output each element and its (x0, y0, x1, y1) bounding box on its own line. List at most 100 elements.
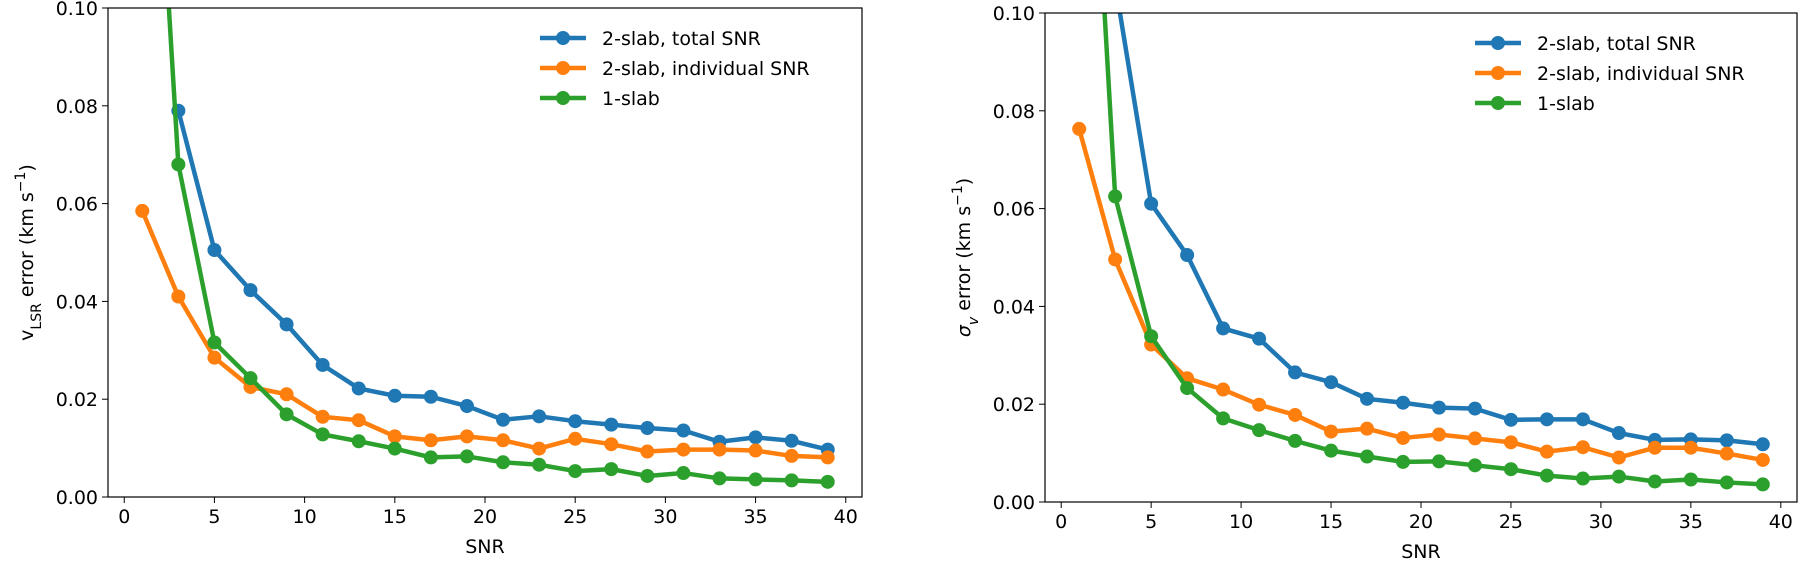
point (712, 442, 727, 457)
point (532, 457, 547, 472)
point (1252, 397, 1267, 412)
point (1431, 400, 1446, 415)
point (748, 430, 763, 445)
point (676, 466, 691, 481)
point (459, 399, 474, 414)
point (496, 433, 511, 448)
point (568, 431, 583, 446)
x-tick-label: 20 (473, 506, 497, 528)
point (1360, 449, 1375, 464)
point (1467, 458, 1482, 473)
axes-frame (107, 7, 863, 498)
point (496, 455, 511, 470)
y-tick-label: 0.06 (56, 194, 98, 216)
point (1180, 381, 1195, 396)
point (784, 433, 799, 448)
point (1180, 248, 1195, 263)
x-axis-label: SNR (465, 536, 504, 558)
point (784, 473, 799, 488)
point (532, 409, 547, 424)
point (676, 423, 691, 438)
y-axis-label-part: ) (953, 178, 975, 185)
y-tick-label: 0.00 (993, 492, 1035, 514)
point (604, 437, 619, 452)
point (1108, 189, 1123, 204)
legend-marker (1491, 66, 1505, 80)
point (784, 448, 799, 463)
x-tick-label: 15 (383, 506, 407, 528)
point (1611, 426, 1626, 441)
point (279, 387, 294, 402)
x-tick-label: 30 (1589, 511, 1613, 533)
plot-area (135, 8, 835, 489)
point (315, 409, 330, 424)
y-axis-label-part: v (966, 316, 982, 325)
point (1360, 421, 1375, 436)
y-tick-label: 0.10 (993, 3, 1035, 25)
point (640, 468, 655, 483)
legend-marker (1491, 96, 1505, 110)
point (1288, 407, 1303, 422)
point (1575, 471, 1590, 486)
point (640, 421, 655, 436)
point (748, 472, 763, 487)
point (171, 157, 186, 172)
x-tick-label: 40 (1769, 511, 1793, 533)
chart: 0 5 10 15 20 25 30 35 40 0.00 0.02 0.04 0.06 0.08 0.10… (950, 3, 1798, 563)
point (820, 450, 835, 465)
point (351, 381, 366, 396)
point (279, 407, 294, 422)
legend-label: 2-slab, total SNR (602, 28, 761, 50)
point (1072, 121, 1087, 136)
y-tick-label: 0.00 (56, 487, 98, 509)
point (351, 413, 366, 428)
point (1755, 437, 1770, 452)
y-tick-label: 0.04 (993, 296, 1035, 318)
y-tick-label: 0.08 (993, 101, 1035, 123)
x-tick-label: 5 (208, 506, 220, 528)
point (676, 442, 691, 457)
legend-marker (556, 61, 570, 75)
y-axis-label-part: σ (953, 324, 975, 337)
y-tick-label: 0.08 (56, 96, 98, 118)
point (1324, 424, 1339, 439)
x-tick-label: 25 (563, 506, 587, 528)
x-tick-label: 5 (1145, 511, 1157, 533)
point (1719, 433, 1734, 448)
x-tick-label: 10 (1229, 511, 1253, 533)
point (568, 414, 583, 429)
x-tick-label: 35 (1679, 511, 1703, 533)
y-axis-label-part: −1 (13, 172, 29, 193)
y-axis-label: vLSR error (km s−1) (13, 164, 45, 341)
legend-label: 1-slab (1537, 93, 1595, 115)
point (1252, 331, 1267, 346)
point (243, 371, 258, 386)
plot-area (1072, 13, 1770, 492)
point (243, 283, 258, 298)
point (207, 243, 222, 258)
point (1431, 454, 1446, 469)
legend-label: 2-slab, individual SNR (1537, 63, 1745, 85)
y-tick-label: 0.10 (56, 0, 98, 20)
point (532, 441, 547, 456)
point (1396, 430, 1411, 445)
y-axis-label-part: −1 (950, 185, 966, 206)
x-tick-label: 35 (743, 506, 767, 528)
point (1396, 454, 1411, 469)
point (1324, 443, 1339, 458)
point (1539, 444, 1554, 459)
series-line (176, 110, 829, 452)
point (1396, 395, 1411, 410)
chart: 0 5 10 15 20 25 30 35 40 0.00 0.02 0.04 0.06 0.08 0.10… (13, 0, 863, 558)
point (1431, 427, 1446, 442)
legend-marker (556, 91, 570, 105)
point (1503, 412, 1518, 427)
point (1467, 401, 1482, 416)
point (387, 388, 402, 403)
y-tick-label: 0.02 (56, 389, 98, 411)
x-tick-label: 40 (834, 506, 858, 528)
point (1503, 435, 1518, 450)
point (1360, 391, 1375, 406)
point (1683, 440, 1698, 455)
